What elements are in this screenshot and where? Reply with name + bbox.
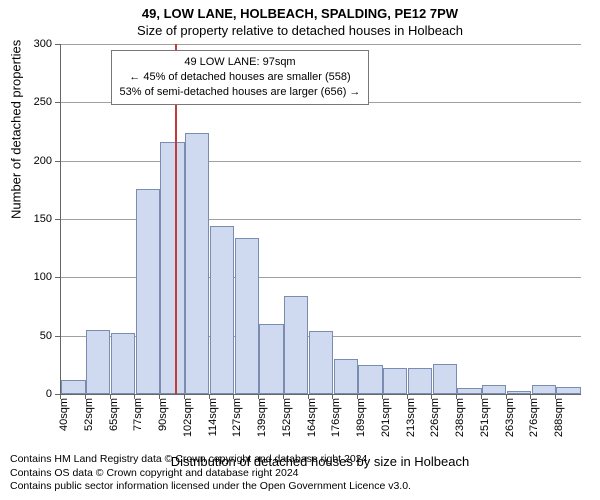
histogram-bar [358, 365, 382, 394]
xtick-label: 238sqm [454, 398, 466, 437]
histogram-bar [556, 387, 580, 394]
histogram-bar [532, 385, 556, 394]
xtick-label: 52sqm [83, 398, 95, 431]
histogram-bar [235, 238, 259, 394]
xtick-label: 102sqm [182, 398, 194, 437]
ytick-mark [55, 102, 60, 103]
xtick-label: 65sqm [108, 398, 120, 431]
histogram-bar [160, 142, 184, 394]
info-box: 49 LOW LANE: 97sqm← 45% of detached hous… [111, 50, 370, 105]
ytick-mark [55, 161, 60, 162]
histogram-bar [334, 359, 358, 394]
ytick-label: 0 [12, 388, 52, 400]
xtick-label: 90sqm [157, 398, 169, 431]
histogram-bar [136, 189, 160, 394]
gridline [61, 44, 581, 45]
histogram-bar [408, 368, 432, 394]
ytick-mark [55, 219, 60, 220]
histogram-bar [86, 330, 110, 394]
histogram-bar [482, 385, 506, 394]
footer-line: Contains public sector information licen… [10, 480, 411, 494]
y-axis-label: Number of detached properties [9, 40, 24, 219]
footer-line: Contains OS data © Crown copyright and d… [10, 467, 411, 481]
ytick-label: 100 [12, 271, 52, 283]
xtick-label: 189sqm [355, 398, 367, 437]
ytick-mark [55, 44, 60, 45]
page-title-address: 49, LOW LANE, HOLBEACH, SPALDING, PE12 7… [0, 6, 600, 21]
xtick-label: 40sqm [58, 398, 70, 431]
footer-attribution: Contains HM Land Registry data © Crown c… [10, 453, 411, 494]
ytick-mark [55, 277, 60, 278]
xtick-label: 77sqm [132, 398, 144, 431]
xtick-label: 139sqm [256, 398, 268, 437]
histogram-bar [259, 324, 283, 394]
ytick-label: 50 [12, 330, 52, 342]
histogram-bar [383, 368, 407, 394]
xtick-label: 251sqm [479, 398, 491, 437]
info-box-line: 49 LOW LANE: 97sqm [120, 55, 361, 70]
xtick-label: 226sqm [429, 398, 441, 437]
gridline [61, 161, 581, 162]
xtick-label: 288sqm [553, 398, 565, 437]
xtick-label: 114sqm [207, 398, 219, 436]
footer-line: Contains HM Land Registry data © Crown c… [10, 453, 411, 467]
histogram-bar [309, 331, 333, 394]
ytick-label: 200 [12, 155, 52, 167]
xtick-label: 152sqm [281, 398, 293, 437]
xtick-label: 276sqm [528, 398, 540, 437]
histogram-chart: Number of detached properties 49 LOW LAN… [60, 44, 580, 394]
ytick-label: 300 [12, 38, 52, 50]
histogram-bar [185, 133, 209, 394]
histogram-bar [210, 226, 234, 394]
ytick-label: 150 [12, 213, 52, 225]
plot-area: 49 LOW LANE: 97sqm← 45% of detached hous… [60, 44, 581, 395]
ytick-mark [55, 336, 60, 337]
histogram-bar [61, 380, 85, 394]
info-box-line: 53% of semi-detached houses are larger (… [120, 85, 361, 100]
page-title-subtitle: Size of property relative to detached ho… [0, 23, 600, 38]
histogram-bar [433, 364, 457, 394]
xtick-label: 263sqm [504, 398, 516, 437]
histogram-bar [457, 388, 481, 394]
xtick-label: 213sqm [405, 398, 417, 437]
histogram-bar [111, 333, 135, 394]
info-box-line: ← 45% of detached houses are smaller (55… [120, 70, 361, 85]
xtick-label: 164sqm [306, 398, 318, 437]
xtick-label: 176sqm [330, 398, 342, 437]
xtick-label: 201sqm [380, 398, 392, 437]
histogram-bar [284, 296, 308, 394]
xtick-label: 127sqm [231, 398, 243, 437]
ytick-label: 250 [12, 96, 52, 108]
histogram-bar [507, 391, 531, 395]
